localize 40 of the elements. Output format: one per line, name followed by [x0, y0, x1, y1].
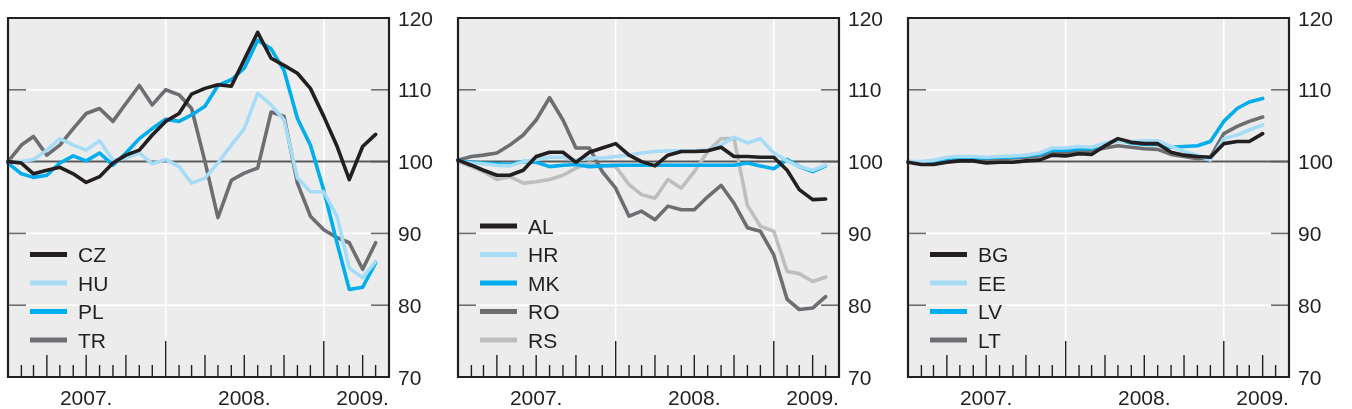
legend-label: TR — [78, 328, 106, 352]
x-tick-label: 2008. — [218, 386, 271, 409]
y-tick-label: 90 — [848, 221, 872, 245]
x-tick-label: 2008. — [668, 386, 721, 409]
x-tick-label: 2009. — [786, 386, 839, 409]
x-tick-label: 2007. — [509, 386, 563, 409]
y-tick-label: 100 — [398, 150, 434, 174]
y-tick-label: 70 — [1298, 365, 1322, 389]
y-tick-label: 120 — [1298, 6, 1334, 30]
legend-label: HU — [78, 271, 109, 295]
y-tick-label: 80 — [848, 293, 872, 317]
y-tick-label: 90 — [398, 221, 422, 245]
legend-label: BG — [978, 243, 1009, 267]
legend-label: RO — [528, 300, 560, 324]
y-tick-label: 90 — [1298, 221, 1322, 245]
x-tick-label: 2009. — [1236, 386, 1289, 409]
y-tick-label: 70 — [848, 365, 872, 389]
legend-label: PL — [78, 300, 104, 324]
legend-label: CZ — [78, 243, 107, 267]
legend-label: EE — [978, 271, 1007, 295]
y-tick-label: 110 — [848, 78, 882, 102]
legend-label: LV — [978, 300, 1003, 324]
y-tick-label: 110 — [398, 78, 432, 102]
legend-label: LT — [978, 328, 1002, 352]
legend-label: MK — [528, 271, 560, 295]
x-tick-label: 2007. — [959, 386, 1013, 409]
x-tick-label: 2009. — [336, 386, 389, 409]
y-tick-label: 100 — [1298, 150, 1334, 174]
legend-label: AL — [528, 214, 554, 238]
y-tick-label: 120 — [848, 6, 884, 30]
y-tick-label: 120 — [398, 6, 434, 30]
y-tick-label: 80 — [1298, 293, 1322, 317]
y-tick-label: 70 — [398, 365, 422, 389]
x-tick-label: 2008. — [1118, 386, 1171, 409]
legend-label: RS — [528, 328, 558, 352]
y-tick-label: 100 — [848, 150, 884, 174]
x-tick-label: 2007. — [59, 386, 113, 409]
y-tick-label: 80 — [398, 293, 422, 317]
legend-label: HR — [528, 243, 559, 267]
y-tick-label: 110 — [1298, 78, 1332, 102]
